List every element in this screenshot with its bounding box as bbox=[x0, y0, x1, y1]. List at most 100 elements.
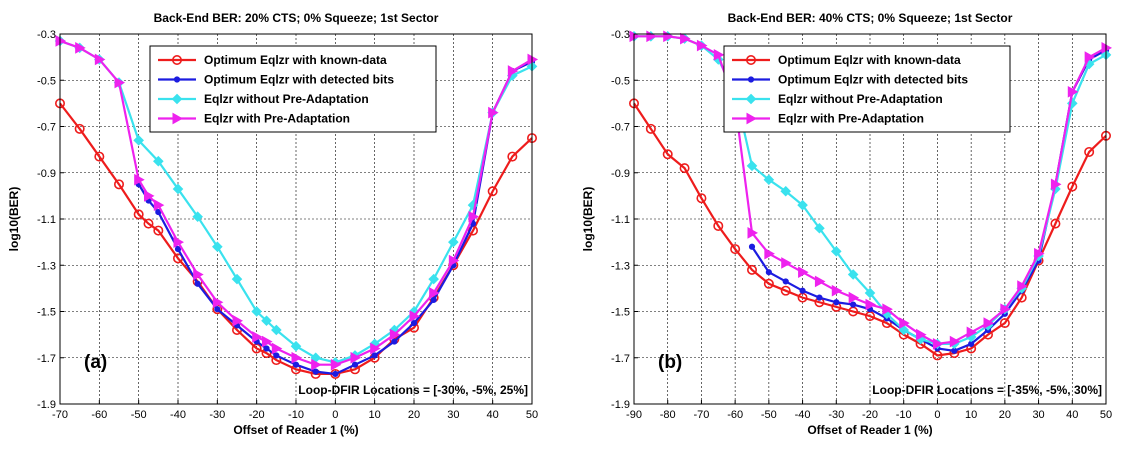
data-point bbox=[214, 306, 221, 313]
data-point bbox=[1084, 146, 1095, 157]
data-point bbox=[696, 39, 708, 52]
x-tick-label: -40 bbox=[170, 409, 186, 421]
chart-title: Back-End BER: 40% CTS; 0% Squeeze; 1st S… bbox=[728, 11, 1013, 25]
data-point bbox=[799, 287, 806, 294]
chart-panel-a: -70 -60 -50 -40 -30 -20 -10 0 10 20 30 40 50 -0.3 -0.5… bbox=[0, 0, 574, 444]
data-point bbox=[133, 209, 144, 220]
x-tick-label: 20 bbox=[999, 409, 1011, 421]
data-point bbox=[1067, 181, 1078, 192]
data-point bbox=[780, 285, 791, 296]
data-point bbox=[507, 65, 519, 77]
data-point bbox=[114, 179, 125, 190]
data-point bbox=[898, 324, 910, 336]
data-point bbox=[271, 324, 282, 336]
data-point bbox=[231, 273, 243, 285]
x-tick-label: -30 bbox=[828, 409, 844, 421]
data-point bbox=[1017, 280, 1028, 292]
series-line bbox=[59, 39, 533, 364]
data-point bbox=[830, 246, 842, 257]
data-point bbox=[488, 106, 499, 119]
legend-marker bbox=[745, 93, 757, 105]
data-point bbox=[748, 243, 756, 250]
data-point bbox=[143, 218, 154, 229]
data-point bbox=[696, 193, 707, 204]
data-point bbox=[662, 149, 673, 160]
data-point bbox=[290, 340, 302, 352]
legend-marker bbox=[171, 93, 183, 105]
data-point bbox=[261, 315, 272, 327]
data-point bbox=[312, 368, 319, 375]
data-point bbox=[153, 199, 165, 211]
data-point bbox=[391, 338, 398, 345]
data-point bbox=[816, 294, 823, 301]
x-tick-label: -10 bbox=[288, 409, 304, 421]
x-tick-label: 20 bbox=[408, 409, 420, 421]
data-point bbox=[1084, 51, 1096, 63]
x-tick-label: 10 bbox=[369, 409, 381, 421]
data-point bbox=[292, 361, 300, 368]
data-point bbox=[848, 291, 860, 304]
legend: Optimum Eqlzr with known-data Optimum Eql… bbox=[149, 45, 437, 133]
data-point bbox=[311, 358, 322, 371]
legend-marker bbox=[747, 76, 755, 83]
y-tick-label: -1.5 bbox=[37, 307, 56, 319]
x-tick-label: 30 bbox=[447, 409, 459, 421]
data-point bbox=[252, 331, 263, 343]
x-tick-label: -50 bbox=[761, 409, 777, 421]
data-point bbox=[144, 190, 155, 202]
legend-marker bbox=[172, 112, 184, 125]
data-point bbox=[814, 222, 825, 234]
data-point bbox=[212, 241, 223, 253]
x-tick-label: -70 bbox=[52, 409, 68, 421]
data-point bbox=[1050, 178, 1062, 191]
data-point bbox=[507, 151, 518, 162]
data-point bbox=[273, 352, 280, 359]
data-point bbox=[713, 48, 725, 61]
data-point bbox=[1050, 218, 1061, 229]
data-point bbox=[448, 236, 459, 248]
panel-label: (a) bbox=[84, 352, 107, 373]
data-point bbox=[999, 318, 1010, 329]
chart-panel-b: -90 -80 -70 -60 -50 -40 -30 -20 -10 0 10 20 30 40 50 -0… bbox=[574, 0, 1148, 444]
data-point bbox=[174, 245, 182, 253]
x-tick-label: 0 bbox=[934, 409, 940, 421]
legend-marker bbox=[746, 54, 757, 65]
data-point bbox=[847, 269, 859, 280]
data-point bbox=[114, 76, 126, 89]
data-point bbox=[428, 273, 439, 285]
data-point bbox=[172, 183, 184, 195]
data-point bbox=[764, 247, 775, 260]
legend-marker bbox=[172, 54, 183, 65]
y-tick-label: -1.3 bbox=[37, 260, 56, 272]
data-point bbox=[351, 361, 359, 368]
legend: Optimum Eqlzr with known-data Optimum Eql… bbox=[723, 45, 1011, 133]
y-axis-label: log10(BER) bbox=[7, 187, 21, 252]
y-axis-label: log10(BER) bbox=[581, 187, 595, 252]
x-tick-label: 10 bbox=[965, 409, 977, 421]
data-point bbox=[251, 306, 262, 317]
x-tick-label: 50 bbox=[1100, 409, 1112, 421]
data-point bbox=[679, 163, 690, 174]
data-point bbox=[798, 266, 809, 279]
data-point bbox=[153, 155, 164, 167]
data-point bbox=[747, 264, 758, 275]
legend-label: Optimum Eqlzr with known-data bbox=[778, 53, 961, 67]
y-tick-label: -1.9 bbox=[37, 399, 56, 411]
data-point bbox=[932, 338, 944, 350]
data-point bbox=[763, 278, 774, 289]
data-point bbox=[487, 186, 498, 197]
data-point bbox=[409, 310, 421, 322]
data-point bbox=[194, 280, 201, 287]
data-point bbox=[134, 173, 145, 186]
data-point bbox=[713, 220, 724, 231]
data-point bbox=[212, 296, 224, 309]
data-point bbox=[133, 135, 144, 146]
series-line bbox=[633, 102, 1107, 357]
data-point bbox=[781, 257, 792, 269]
y-tick-label: -1.7 bbox=[611, 353, 630, 365]
legend-marker bbox=[746, 112, 758, 125]
annotation-loop-dfir: Loop-DFIR Locations = [-30%, -5%, 25%] bbox=[298, 383, 528, 397]
data-point bbox=[94, 53, 106, 66]
data-point bbox=[645, 123, 656, 134]
